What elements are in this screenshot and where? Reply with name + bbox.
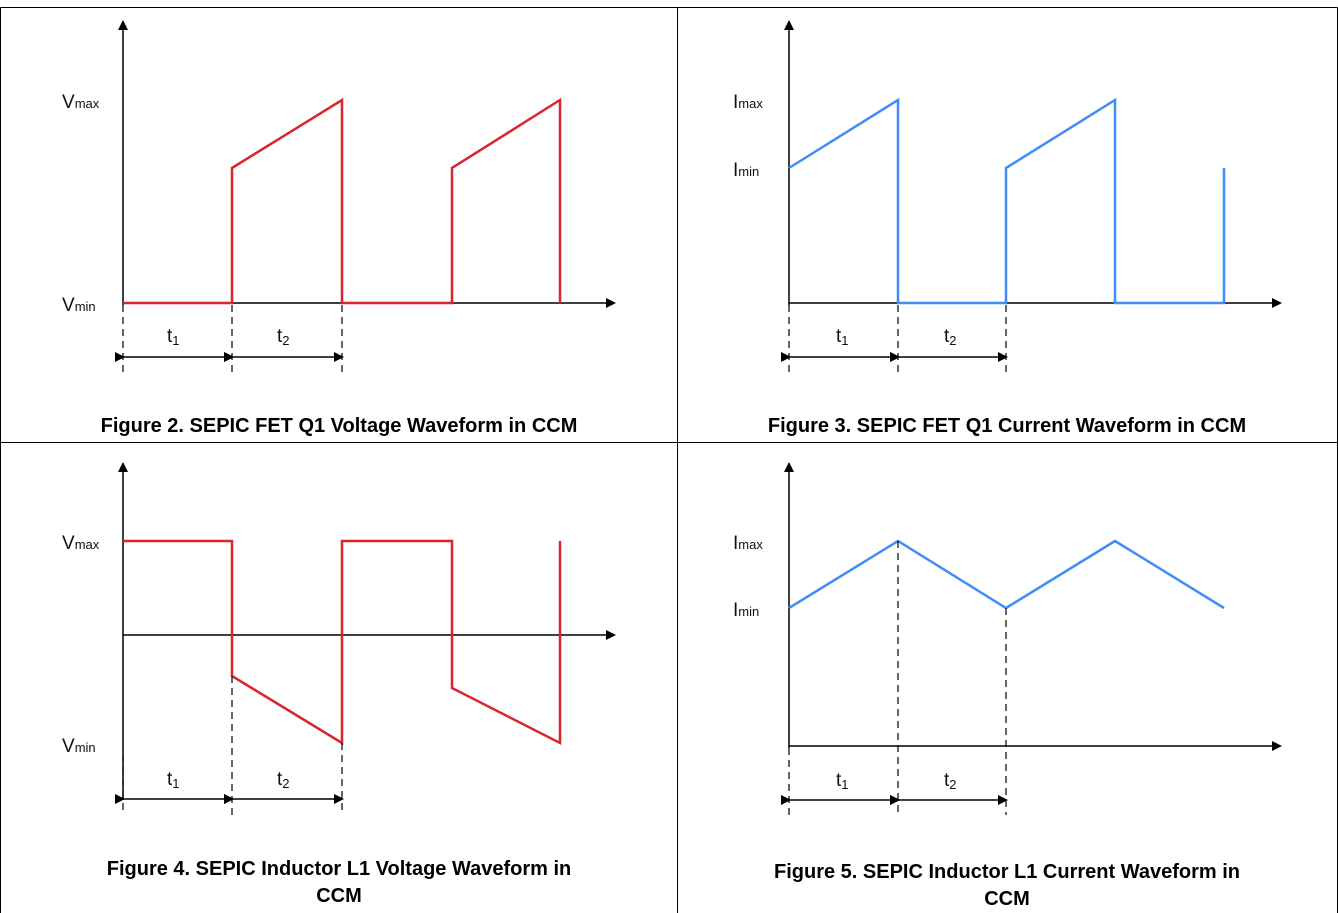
diagram-fig3: Imax Imin t1 t2: [733, 20, 1282, 372]
waveform-line: [123, 539, 562, 746]
t1-label: t1: [836, 770, 849, 792]
t1-label: t1: [836, 326, 849, 348]
t1-label: t1: [167, 326, 180, 348]
dashed-markers: [122, 305, 343, 372]
caption-line: Figure 2. SEPIC FET Q1 Voltage Waveform …: [101, 415, 578, 437]
y-label-min: Imin: [733, 160, 759, 181]
dashed-markers: [788, 305, 1007, 372]
waveform-line: [788, 539, 1225, 610]
t1-label: t1: [167, 769, 180, 791]
y-label-min: Imin: [733, 600, 759, 621]
y-label-max: Vmax: [62, 92, 100, 113]
caption-fig2: Figure 2. SEPIC FET Q1 Voltage Waveform …: [101, 415, 578, 437]
t2-label: t2: [277, 769, 290, 791]
t2-label: t2: [944, 326, 957, 348]
caption-fig5: Figure 5. SEPIC Inductor L1 Current Wave…: [774, 861, 1240, 910]
diagram-fig4: Vmax Vmin t1 t2: [62, 462, 616, 815]
t2-label: t2: [277, 326, 290, 348]
caption-line: CCM: [316, 885, 362, 907]
waveform-line: [788, 97, 1226, 305]
caption-line: Figure 3. SEPIC FET Q1 Current Waveform …: [768, 415, 1246, 437]
t2-label: t2: [944, 770, 957, 792]
y-label-min: Vmin: [62, 295, 96, 316]
y-label-max: Imax: [733, 92, 763, 113]
caption-line: Figure 4. SEPIC Inductor L1 Voltage Wave…: [107, 858, 572, 880]
waveform-line: [123, 97, 562, 305]
dashed-markers: [122, 676, 343, 815]
caption-fig3: Figure 3. SEPIC FET Q1 Current Waveform …: [768, 415, 1246, 437]
y-label-max: Imax: [733, 533, 763, 554]
y-label-min: Vmin: [62, 736, 96, 757]
caption-line: CCM: [984, 888, 1030, 910]
diagram-fig2: Vmax Vmin t1 t2: [62, 20, 616, 372]
caption-fig4: Figure 4. SEPIC Inductor L1 Voltage Wave…: [107, 858, 572, 907]
y-label-max: Vmax: [62, 533, 100, 554]
caption-line: Figure 5. SEPIC Inductor L1 Current Wave…: [774, 861, 1240, 883]
diagram-fig5: Imax Imin t1 t2: [733, 462, 1282, 815]
table-borders: [0, 7, 1338, 913]
dashed-markers: [788, 541, 1007, 815]
